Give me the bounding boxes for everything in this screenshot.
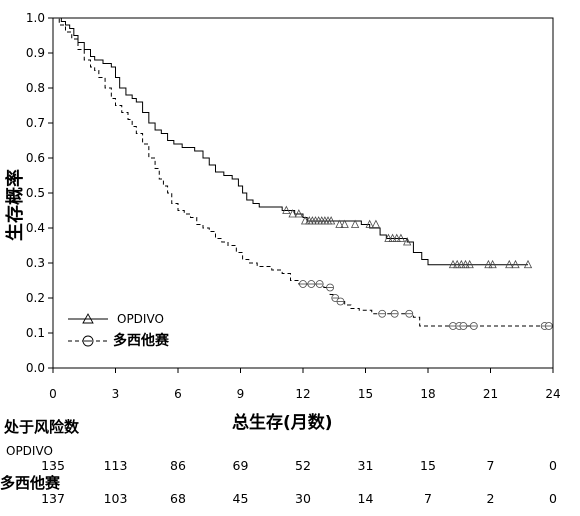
risk-count: 15 — [420, 458, 436, 473]
risk-row-docetaxel: 137 103 68 45 30 14 7 2 0 — [0, 491, 580, 507]
censor-mark-triangle — [350, 219, 360, 228]
x-tick-label: 9 — [237, 387, 245, 401]
censor-mark-triangle — [371, 219, 381, 228]
y-tick-label: 0.5 — [26, 186, 45, 200]
risk-count: 30 — [295, 491, 311, 506]
risk-count: 7 — [424, 491, 432, 506]
x-tick-label: 0 — [49, 387, 57, 401]
legend-label-opdivo: OPDIVO — [117, 312, 164, 326]
y-tick-label: 1.0 — [26, 11, 45, 25]
risk-count: 0 — [549, 491, 557, 506]
x-tick-label: 6 — [174, 387, 182, 401]
series-line-1 — [53, 17, 549, 327]
censor-mark-triangle — [388, 233, 397, 242]
censor-mark-triangle — [505, 259, 514, 269]
risk-row-label-docetaxel: 多西他赛 — [0, 474, 61, 492]
x-tick-label: 15 — [358, 387, 373, 401]
y-axis-title-text: 生存概率 — [5, 169, 26, 241]
censor-mark-triangle — [403, 237, 412, 246]
risk-row-label-opdivo: OPDIVO — [6, 444, 53, 458]
risk-count: 86 — [170, 458, 186, 473]
censor-mark-triangle — [340, 219, 349, 228]
risk-count: 103 — [103, 491, 128, 506]
risk-row-opdivo: 135 113 86 69 52 31 15 7 0 — [0, 458, 580, 474]
x-tick-label: 21 — [483, 387, 498, 401]
y-tick-label: 0.9 — [26, 46, 45, 60]
censor-mark-triangle — [448, 259, 458, 269]
risk-count: 137 — [41, 491, 65, 506]
censor-mark-triangle — [461, 259, 470, 269]
risk-count: 45 — [232, 491, 249, 506]
censor-mark-triangle — [392, 233, 401, 242]
censor-mark-triangle — [288, 209, 297, 218]
risk-count: 14 — [357, 491, 374, 506]
x-tick-label: 24 — [545, 387, 560, 401]
censor-mark-triangle — [294, 209, 303, 218]
y-tick-label: 0.6 — [26, 151, 45, 165]
censor-mark-triangle — [453, 259, 462, 269]
y-tick-label: 0.1 — [26, 326, 45, 340]
legend-marker-opdivo — [82, 313, 94, 324]
censor-mark-triangle — [326, 216, 336, 225]
risk-count: 2 — [486, 491, 495, 506]
risk-count: 7 — [486, 458, 495, 473]
axes: 0.0 0.1 0.2 0.3 0.4 0.5 0.6 0.7 0.8 0.9 1.0 0 3 6 9 12 1… — [26, 11, 561, 401]
y-tick-label: 0.2 — [26, 291, 45, 305]
censor-mark-triangle — [465, 259, 474, 269]
y-tick-label: 0.7 — [26, 116, 45, 130]
censor-mark-triangle — [523, 259, 533, 269]
risk-count: 69 — [232, 458, 249, 473]
series-line-0 — [53, 17, 528, 266]
y-tick-label: 0.8 — [26, 81, 45, 95]
censor-mark-triangle — [365, 219, 374, 228]
censor-mark-triangle — [457, 259, 466, 269]
risk-count: 68 — [170, 491, 186, 506]
x-tick-label: 3 — [112, 387, 120, 401]
risk-table-title: 处于风险数 — [4, 418, 80, 436]
y-tick-label: 0.0 — [26, 361, 45, 375]
y-tick-label: 0.3 — [26, 256, 45, 270]
x-tick-label: 18 — [420, 387, 435, 401]
censor-mark-triangle — [282, 205, 291, 214]
censor-mark-triangle — [396, 233, 406, 242]
censor-mark-triangle — [484, 259, 493, 269]
x-axis-title: 总生存(月数) — [232, 413, 333, 433]
y-axis-title: 生存概率 — [2, 150, 26, 260]
y-tick-label: 0.4 — [26, 221, 45, 235]
legend-label-docetaxel: 多西他赛 — [113, 332, 170, 349]
risk-count: 0 — [549, 458, 557, 473]
legend: OPDIVO 多西他赛 — [68, 312, 170, 349]
censor-mark-triangle — [511, 259, 520, 269]
censor-mark-triangle — [488, 259, 497, 269]
risk-count: 52 — [295, 458, 311, 473]
curves — [53, 17, 553, 330]
censor-mark-triangle — [384, 233, 393, 242]
risk-count: 135 — [41, 458, 65, 473]
censor-mark-triangle — [300, 216, 310, 225]
censor-mark-triangle — [335, 219, 344, 228]
risk-count: 31 — [357, 458, 374, 473]
risk-count: 113 — [103, 458, 128, 473]
x-tick-label: 12 — [295, 387, 310, 401]
